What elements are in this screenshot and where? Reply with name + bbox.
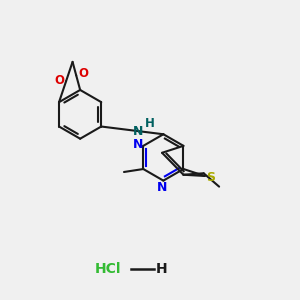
Text: S: S (206, 171, 215, 184)
Text: N: N (133, 138, 143, 151)
Text: O: O (55, 74, 64, 87)
Text: O: O (79, 68, 88, 80)
Text: N: N (133, 125, 144, 138)
Text: HCl: HCl (95, 262, 122, 276)
Text: N: N (157, 181, 167, 194)
Text: H: H (156, 262, 168, 276)
Text: H: H (145, 117, 155, 130)
